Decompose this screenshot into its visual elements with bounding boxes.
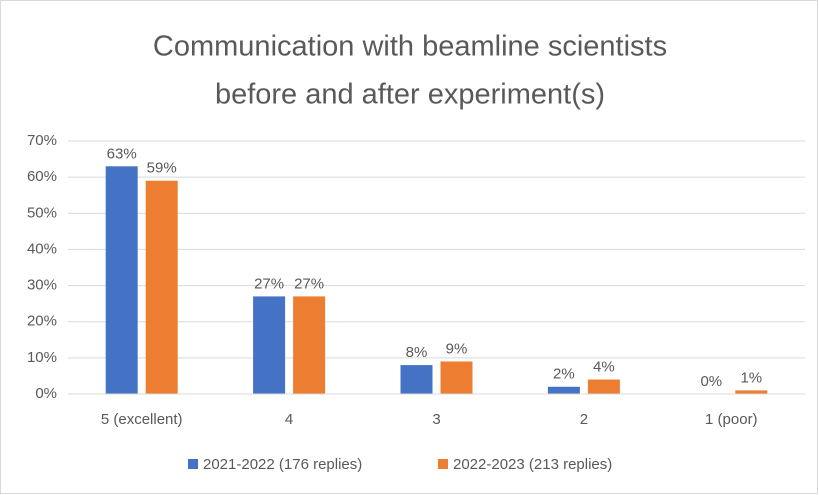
x-tick-label: 1 (poor) bbox=[705, 411, 758, 428]
legend-swatch bbox=[188, 459, 198, 469]
data-label: 63% bbox=[107, 145, 137, 162]
y-tick-label: 30% bbox=[27, 277, 57, 294]
y-tick-label: 70% bbox=[27, 132, 57, 149]
y-tick-label: 20% bbox=[27, 313, 57, 330]
y-tick-label: 0% bbox=[35, 385, 57, 402]
bar bbox=[587, 379, 620, 394]
bar bbox=[400, 365, 433, 394]
x-tick-label: 3 bbox=[432, 411, 440, 428]
data-label: 27% bbox=[254, 275, 284, 292]
chart-title: before and after experiment(s) bbox=[215, 79, 605, 111]
y-tick-label: 60% bbox=[27, 168, 57, 185]
legend-label: 2021-2022 (176 replies) bbox=[203, 456, 362, 473]
data-label: 0% bbox=[700, 373, 722, 390]
data-label: 4% bbox=[593, 359, 615, 376]
legend-swatch bbox=[438, 459, 448, 469]
data-label: 59% bbox=[147, 160, 177, 177]
bar bbox=[105, 166, 138, 394]
bar bbox=[145, 180, 178, 394]
data-label: 9% bbox=[446, 340, 468, 357]
x-tick-label: 4 bbox=[285, 411, 293, 428]
y-tick-label: 10% bbox=[27, 349, 57, 366]
bar bbox=[547, 386, 580, 394]
y-tick-label: 50% bbox=[27, 204, 57, 221]
y-tick-label: 40% bbox=[27, 240, 57, 257]
chart-title: Communication with beamline scientists bbox=[153, 31, 667, 63]
bar bbox=[440, 361, 473, 394]
data-label: 27% bbox=[294, 275, 324, 292]
bar bbox=[293, 296, 326, 394]
x-tick-label: 5 (excellent) bbox=[101, 411, 183, 428]
data-label: 1% bbox=[740, 369, 762, 386]
data-label: 2% bbox=[553, 366, 575, 383]
bar bbox=[253, 296, 286, 394]
data-label: 8% bbox=[406, 344, 428, 361]
x-tick-label: 2 bbox=[580, 411, 588, 428]
bar bbox=[735, 390, 768, 394]
legend-label: 2022-2023 (213 replies) bbox=[453, 456, 612, 473]
